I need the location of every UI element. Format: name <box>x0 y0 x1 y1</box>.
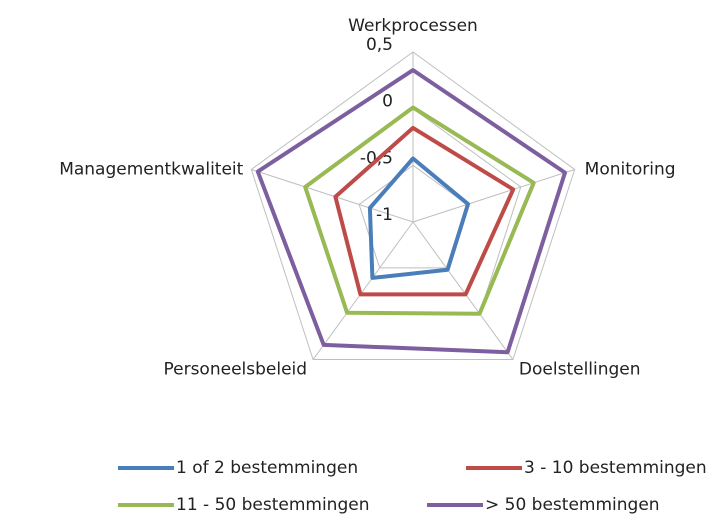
legend-label: 1 of 2 bestemmingen <box>176 458 358 478</box>
spoke <box>251 168 414 223</box>
category-label: Werkprocessen <box>348 16 478 36</box>
spoke <box>412 168 575 223</box>
series-line <box>255 68 567 355</box>
grid-ring <box>250 51 576 361</box>
legend-label: 11 - 50 bestemmingen <box>176 495 369 515</box>
spoke <box>412 221 514 360</box>
tick-label: -1 <box>376 205 393 225</box>
category-label: Personeelsbeleid <box>163 360 307 380</box>
spoke <box>312 221 414 360</box>
category-label: Monitoring <box>585 159 676 179</box>
legend-label: 3 - 10 bestemmingen <box>524 458 707 478</box>
series-line <box>333 125 516 297</box>
series-line <box>367 156 470 280</box>
legend-label: > 50 bestemmingen <box>485 495 660 515</box>
tick-label: 0 <box>382 92 393 112</box>
category-label: Managementkwaliteit <box>59 159 243 179</box>
series-line <box>303 105 536 316</box>
category-label: Doelstellingen <box>519 360 641 380</box>
tick-label: 0,5 <box>366 35 393 55</box>
